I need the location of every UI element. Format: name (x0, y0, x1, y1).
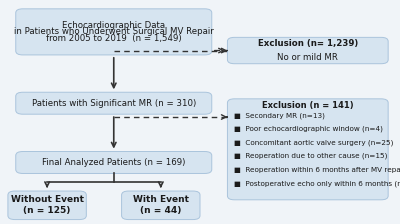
Text: No or mild MR: No or mild MR (277, 53, 338, 62)
Text: ■  Secondary MR (n=13): ■ Secondary MR (n=13) (234, 112, 325, 118)
Text: ■  Reoperation due to other cause (n=15): ■ Reoperation due to other cause (n=15) (234, 153, 388, 159)
Text: ■  Poor echocardiographic window (n=4): ■ Poor echocardiographic window (n=4) (234, 126, 383, 132)
Text: Exclusion (n = 141): Exclusion (n = 141) (262, 101, 354, 110)
Text: Exclusion (n= 1,239): Exclusion (n= 1,239) (258, 39, 358, 48)
Text: With Event: With Event (133, 195, 189, 204)
Text: Echocardiographic Data: Echocardiographic Data (62, 21, 165, 30)
FancyBboxPatch shape (16, 92, 212, 114)
Text: (n = 125): (n = 125) (24, 206, 71, 215)
FancyBboxPatch shape (228, 37, 388, 64)
Text: from 2005 to 2019  (n = 1,549): from 2005 to 2019 (n = 1,549) (46, 34, 182, 43)
FancyBboxPatch shape (228, 99, 388, 200)
Text: in Patients who Underwent Surgical MV Repair: in Patients who Underwent Surgical MV Re… (14, 27, 214, 36)
Text: Without Event: Without Event (11, 195, 84, 204)
Text: (n = 44): (n = 44) (140, 206, 182, 215)
FancyBboxPatch shape (16, 151, 212, 173)
Text: ■  Concomitant aortic valve surgery (n=25): ■ Concomitant aortic valve surgery (n=25… (234, 139, 394, 146)
Text: ■  Reoperation within 6 months after MV repair (n=2): ■ Reoperation within 6 months after MV r… (234, 166, 400, 173)
Text: ■  Postoperative echo only within 6 months (n=82): ■ Postoperative echo only within 6 month… (234, 180, 400, 187)
FancyBboxPatch shape (16, 9, 212, 55)
Text: Patients with Significant MR (n = 310): Patients with Significant MR (n = 310) (32, 99, 196, 108)
Text: Final Analyzed Patients (n = 169): Final Analyzed Patients (n = 169) (42, 158, 186, 167)
FancyBboxPatch shape (122, 191, 200, 220)
FancyBboxPatch shape (8, 191, 86, 220)
